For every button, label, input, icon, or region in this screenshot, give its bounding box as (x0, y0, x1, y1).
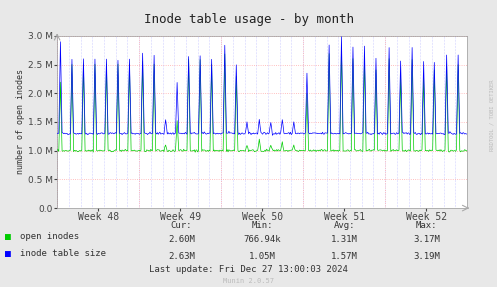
Text: Inode table usage - by month: Inode table usage - by month (144, 13, 353, 26)
Text: Max:: Max: (415, 221, 437, 230)
Text: inode table size: inode table size (20, 249, 106, 259)
Text: Avg:: Avg: (333, 221, 355, 230)
Text: Last update: Fri Dec 27 13:00:03 2024: Last update: Fri Dec 27 13:00:03 2024 (149, 265, 348, 274)
Text: ■: ■ (5, 249, 11, 259)
Text: 2.60M: 2.60M (168, 235, 195, 244)
Text: 3.17M: 3.17M (413, 235, 440, 244)
Text: 1.05M: 1.05M (249, 251, 276, 261)
Text: ■: ■ (5, 232, 11, 242)
Text: 1.57M: 1.57M (331, 251, 358, 261)
Text: open inodes: open inodes (20, 232, 79, 241)
Text: Munin 2.0.57: Munin 2.0.57 (223, 278, 274, 284)
Y-axis label: number of open inodes: number of open inodes (16, 69, 25, 174)
Text: RRDTOOL / TOBI OETIKER: RRDTOOL / TOBI OETIKER (490, 79, 495, 151)
Text: 3.19M: 3.19M (413, 251, 440, 261)
Text: Min:: Min: (251, 221, 273, 230)
Text: Cur:: Cur: (170, 221, 192, 230)
Text: 766.94k: 766.94k (244, 235, 281, 244)
Text: 2.63M: 2.63M (168, 251, 195, 261)
Text: 1.31M: 1.31M (331, 235, 358, 244)
